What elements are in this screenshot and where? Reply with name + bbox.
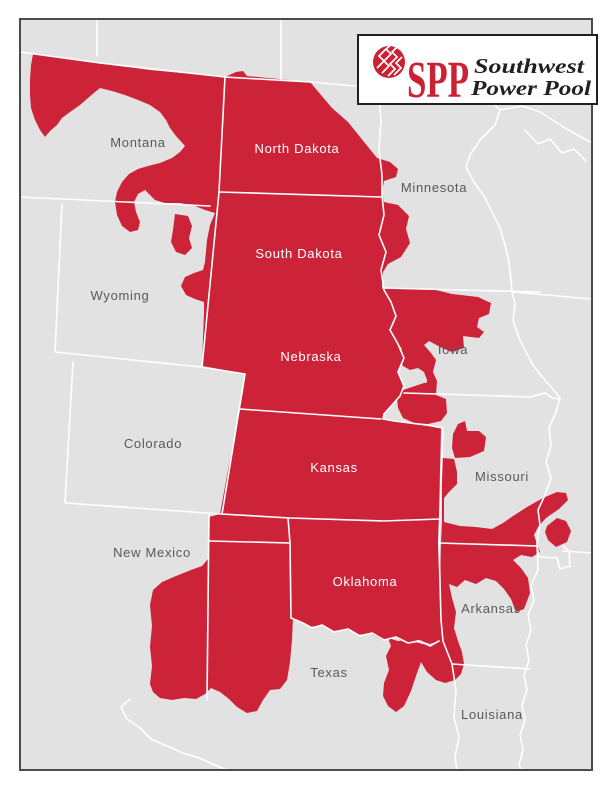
state-label-montana: Montana (110, 135, 166, 150)
state-label-south-dakota: South Dakota (255, 246, 342, 261)
map-frame (19, 18, 593, 771)
spp-globe-icon (373, 43, 405, 78)
state-label-arkansas: Arkansas (461, 601, 521, 616)
state-label-kansas: Kansas (310, 460, 358, 475)
state-label-iowa: Iowa (438, 342, 468, 357)
state-label-new-mexico: New Mexico (113, 545, 191, 560)
state-label-wyoming: Wyoming (91, 288, 150, 303)
footprint-kansas-city (452, 421, 486, 458)
spp-logo-tagline-line2: Power Pool (470, 76, 591, 100)
state-label-oklahoma: Oklahoma (333, 574, 398, 589)
spp-logo: SPP Southwest Power Pool (357, 34, 598, 109)
footprint-missouri-arkansas-louisiana (383, 458, 568, 712)
state-label-minnesota: Minnesota (401, 180, 467, 195)
state-label-north-dakota: North Dakota (255, 141, 340, 156)
state-label-texas: Texas (310, 665, 347, 680)
footprint-se-missouri-island (545, 518, 571, 547)
state-label-nebraska: Nebraska (280, 349, 341, 364)
state-label-colorado: Colorado (124, 436, 182, 451)
spp-logo-text: SPP (407, 52, 469, 109)
state-label-louisiana: Louisiana (461, 707, 523, 722)
spp-footprint-region (30, 54, 571, 713)
spp-logo-tagline-line1: Southwest (474, 54, 585, 78)
state-label-missouri: Missouri (475, 469, 529, 484)
footprint-nw-missouri (397, 381, 447, 424)
missouri-gray-notch (444, 500, 469, 521)
footprint-iowa (382, 288, 491, 395)
footprint-wyoming-patch (171, 214, 192, 255)
footprint-main (30, 54, 442, 713)
state-labels: Montana North Dakota Minnesota South Dak… (91, 135, 529, 722)
